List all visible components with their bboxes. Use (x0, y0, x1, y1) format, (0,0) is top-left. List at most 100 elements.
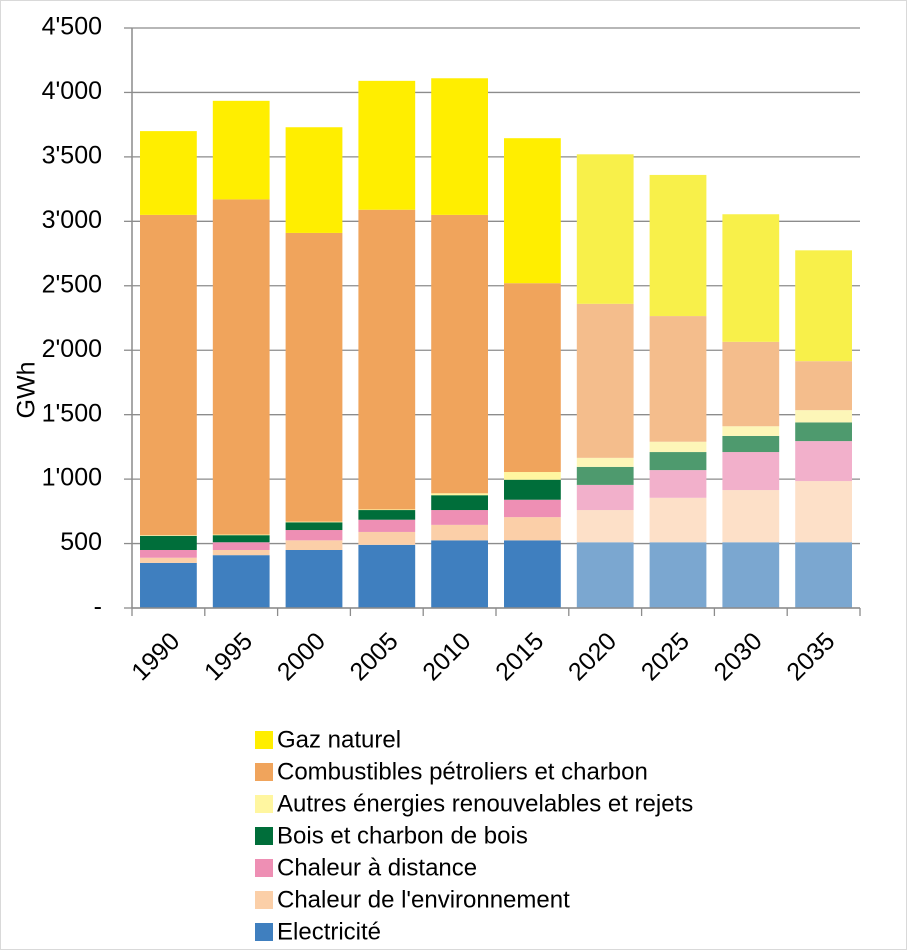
bar-segment (212, 199, 270, 535)
legend-swatch (255, 827, 273, 845)
bar-segment (285, 550, 343, 608)
bar-segment (576, 542, 634, 608)
bar-segment (431, 493, 488, 496)
bar-segment (795, 542, 852, 608)
bar-segment (722, 214, 780, 342)
bar-segment (358, 544, 416, 608)
bar-segment (504, 540, 561, 608)
bar-segment (431, 540, 488, 608)
bar-segment (212, 550, 270, 556)
y-axis-label: GWh (13, 362, 41, 419)
bar-segment (576, 510, 634, 543)
y-tick-label: 4'500 (42, 13, 102, 41)
bar-segment (576, 457, 634, 467)
bar-segment (795, 481, 852, 543)
bar-segment (795, 441, 852, 482)
bar-segment (358, 209, 416, 510)
bar-segment (649, 316, 707, 442)
y-tick-label: 3'000 (42, 206, 102, 234)
x-tick-label: 2015 (490, 627, 549, 686)
bar-segment (212, 535, 270, 543)
x-tick-label: 2025 (636, 627, 695, 686)
legend-label: Bois et charbon de bois (277, 822, 528, 849)
bar-segment (504, 517, 561, 541)
y-tick-label: 1'500 (42, 399, 102, 427)
bar-segment (140, 550, 197, 558)
bar-segment (795, 422, 852, 442)
bar-segment (431, 214, 488, 494)
bar-segment (431, 524, 488, 541)
bar-segment (140, 557, 197, 563)
bar-segment (722, 542, 780, 608)
bar-segment (722, 490, 780, 543)
bar-segment (212, 100, 270, 200)
legend-label: Electricité (277, 918, 381, 945)
legend-swatch (255, 763, 273, 781)
bar-segment (358, 531, 416, 545)
legend-swatch (255, 731, 273, 749)
bar-segment (649, 470, 707, 498)
x-tick-label: 2035 (781, 627, 840, 686)
bar-segment (212, 542, 270, 550)
bar-segment (285, 521, 343, 523)
bar-segment (212, 534, 270, 536)
bar-segment (722, 435, 780, 453)
legend-swatch (255, 795, 273, 813)
bar-segment (504, 499, 561, 518)
legend-label: Combustibles pétroliers et charbon (277, 758, 648, 785)
bar-segment (140, 535, 197, 550)
bar-segment (285, 127, 343, 233)
y-tick-label: - (94, 593, 102, 621)
legend-swatch (255, 859, 273, 877)
bar-segment (722, 341, 780, 427)
bar-segment (722, 426, 780, 436)
bar-segment (649, 542, 707, 608)
legend-label: Gaz naturel (277, 726, 401, 753)
bar-segment (431, 510, 488, 525)
bar-segment (576, 484, 634, 511)
bar-segment (431, 495, 488, 511)
x-tick-label: 1990 (126, 627, 185, 686)
bar-segment (285, 232, 343, 522)
bar-segment (431, 78, 488, 215)
bar-segment (285, 540, 343, 550)
bar-segment (140, 562, 197, 608)
bar-segment (795, 410, 852, 423)
bar-segment (576, 466, 634, 485)
y-tick-label: 2'500 (42, 270, 102, 298)
bar-segment (358, 519, 416, 532)
bar-segment (795, 361, 852, 411)
bar-segment (140, 131, 197, 215)
legend-label: Chaleur de l'environnement (277, 886, 570, 913)
bar-segment (649, 497, 707, 543)
y-tick-label: 500 (60, 528, 102, 556)
bar-segment (649, 452, 707, 471)
bar-segment (358, 509, 416, 511)
bar-segment (576, 303, 634, 458)
bar-segment (358, 80, 416, 210)
y-tick-label: 1'000 (42, 464, 102, 492)
bar-segment (212, 555, 270, 608)
bar-segment (576, 154, 634, 304)
bar-segment (722, 452, 780, 491)
bar-segment (795, 250, 852, 362)
y-tick-label: 4'000 (42, 77, 102, 105)
y-tick-label: 3'500 (42, 141, 102, 169)
bar-segment (358, 510, 416, 520)
bar-segment (140, 535, 197, 536)
bar-segment (285, 530, 343, 541)
bar-segment (649, 441, 707, 453)
x-tick-label: 2020 (563, 627, 622, 686)
legend-label: Chaleur à distance (277, 854, 477, 881)
bar-segment (504, 283, 561, 473)
bar-segment (504, 472, 561, 480)
bar-segment (504, 138, 561, 284)
legend-label: Autres énergies renouvelables et rejets (277, 790, 693, 817)
bar-segment (285, 522, 343, 531)
bar-segment (504, 479, 561, 500)
x-tick-label: 2030 (709, 627, 768, 686)
x-tick-label: 2000 (272, 627, 331, 686)
x-tick-label: 2010 (417, 627, 476, 686)
y-tick-label: 2'000 (42, 335, 102, 363)
